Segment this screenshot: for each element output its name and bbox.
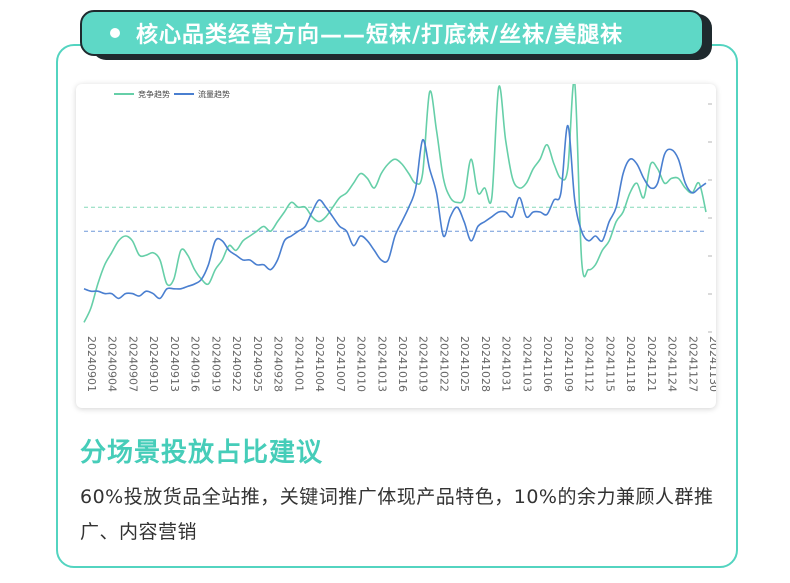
x-tick-label: 20240916 [189,336,202,392]
x-tick-label: 20241103 [520,336,533,392]
x-tick-label: 20241031 [500,336,513,392]
chart-card: 竞争趋势 流量趋势 20240901 20240904 20240907 20240910… [76,84,716,408]
x-tick-label: 20241118 [624,336,637,392]
x-tick-label: 20241124 [666,336,679,392]
x-tick-label: 20241013 [375,336,388,392]
series-line-competition [83,84,707,323]
section-heading: 分场景投放占比建议 [80,438,324,468]
x-tick-label: 20240925 [251,336,264,392]
x-tick-label: 20241109 [562,336,575,392]
x-tick-label: 20241010 [355,336,368,392]
trend-line-chart: 竞争趋势 流量趋势 20240901 20240904 20240907 20240910… [83,84,716,392]
x-tick-label: 20240910 [147,336,160,392]
x-tick-label: 20240913 [168,336,181,392]
section-description: 60%投放货品全站推，关键词推广体现产品特色，10%的余力兼顾人群推广、内容营销 [80,486,714,543]
bullet-dot-icon [110,28,120,38]
legend-label: 流量趋势 [198,89,230,99]
x-tick-label: 20240907 [127,336,140,392]
x-tick-label: 20241130 [707,336,716,392]
x-tick-label: 20241112 [583,336,596,392]
x-tick-label: 20240922 [230,336,243,392]
x-tick-label: 20241001 [292,336,305,392]
x-tick-label: 20241004 [313,336,326,392]
x-tick-label: 20241028 [479,336,492,392]
x-tick-label: 20241121 [645,336,658,392]
x-tick-label: 20240919 [209,336,222,392]
x-tick-label: 20241106 [541,336,554,392]
title-bar: 核心品类经营方向——短袜/打底袜/丝袜/美腿袜 [80,10,704,56]
x-tick-label: 20241115 [603,336,616,392]
x-tick-label: 20241025 [458,336,471,392]
x-tick-label: 20241016 [396,336,409,392]
legend-label: 竞争趋势 [138,89,170,99]
x-tick-label: 20240928 [272,336,285,392]
x-tick-label: 20240901 [85,336,98,392]
x-tick-label: 20241022 [438,336,451,392]
series-line-traffic [83,124,707,300]
x-tick-label: 20241019 [417,336,430,392]
page-title: 核心品类经营方向——短袜/打底袜/丝袜/美腿袜 [136,23,624,48]
x-tick-label: 20240904 [106,336,119,392]
x-tick-label: 20241127 [686,336,699,392]
x-tick-label: 20241007 [334,336,347,392]
